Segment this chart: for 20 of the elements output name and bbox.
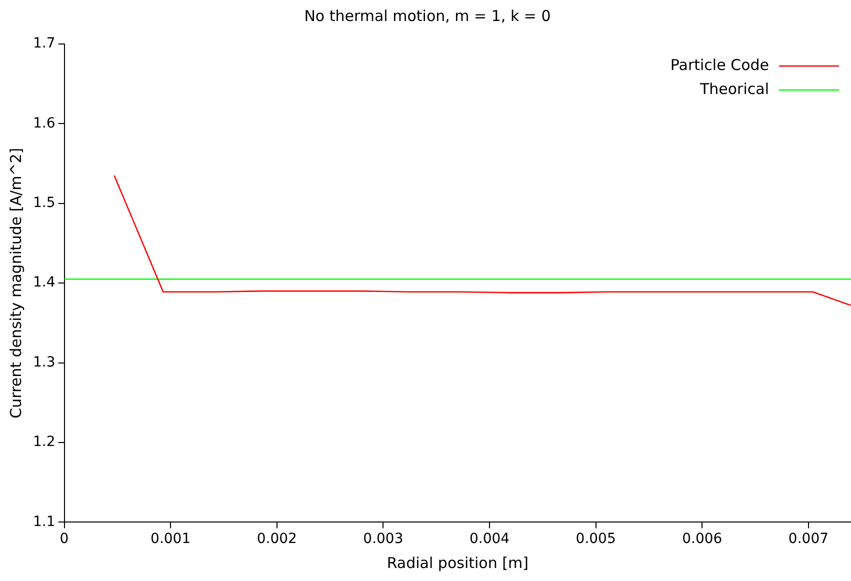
y-tick-label: 1.5 <box>33 195 56 212</box>
y-tick-label: 1.1 <box>33 514 56 530</box>
x-tick-label: 0.003 <box>363 531 404 548</box>
legend-label: Theorical <box>698 80 769 98</box>
y-tick-label: 1.3 <box>33 354 56 370</box>
x-tick-label: 0.007 <box>788 531 829 548</box>
y-tick-label: 1.4 <box>33 274 56 291</box>
x-tick-label: 0.005 <box>576 531 616 548</box>
x-tick-label: 0.006 <box>682 531 722 548</box>
x-tick-label: 0.004 <box>469 531 510 548</box>
y-axis-title: Current density magnitude [A/m^2] <box>6 148 25 418</box>
y-tick-label: 1.7 <box>33 36 56 52</box>
x-tick-label: 0 <box>60 531 69 548</box>
x-axis-title: Radial position [m] <box>386 554 528 572</box>
y-tick-label: 1.2 <box>33 434 56 450</box>
legend-label: Particle Code <box>670 56 769 74</box>
chart-title: No thermal motion, m = 1, k = 0 <box>304 6 551 25</box>
x-tick-label: 0.002 <box>256 531 297 548</box>
x-tick-label: 0.001 <box>150 531 191 548</box>
y-tick-label: 1.6 <box>33 115 56 132</box>
